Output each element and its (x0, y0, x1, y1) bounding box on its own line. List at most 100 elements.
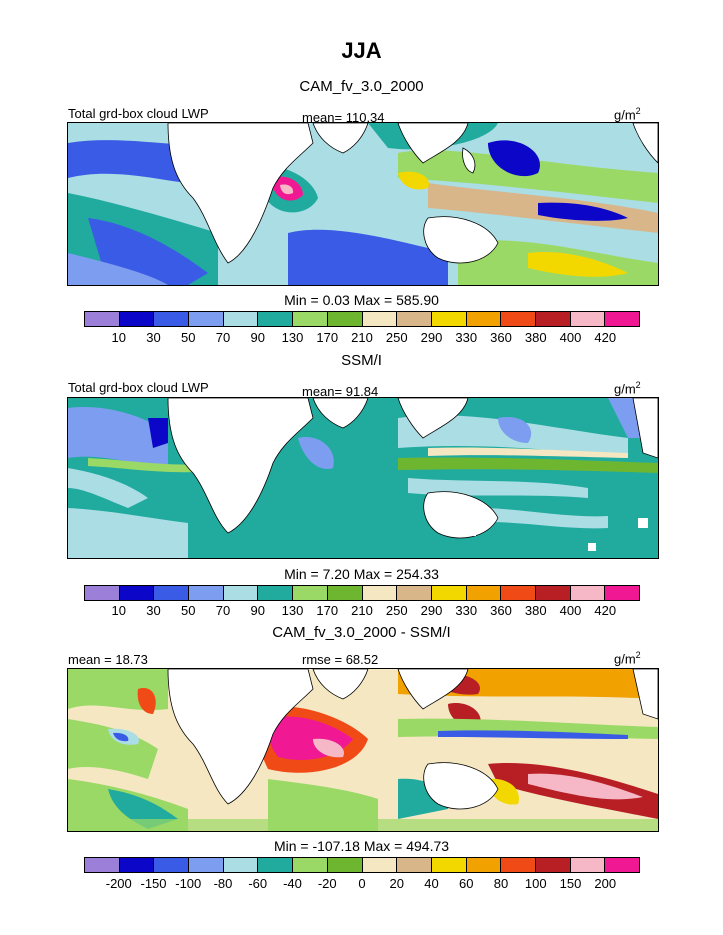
colorbar-tick: 150 (559, 876, 582, 891)
colorbar-swatch (501, 858, 536, 872)
colorbar-swatch (85, 858, 120, 872)
colorbar-swatch (466, 312, 502, 326)
colorbar-swatch (154, 858, 190, 872)
colorbar-swatch (258, 586, 294, 600)
colorbar-tick: 130 (281, 330, 304, 345)
colorbar-swatch (189, 586, 224, 600)
colorbar-swatch (362, 858, 398, 872)
colorbar-tick: 70 (215, 603, 231, 618)
panel-diff-unit: g/m2 (614, 650, 641, 667)
panel-cam-variable-label: Total grd-box cloud LWP (68, 106, 209, 121)
panel-ssmi-stats: Min = 7.20 Max = 254.33 (284, 566, 439, 582)
colorbar-swatch (535, 586, 571, 600)
panel-cam-mean-label: mean= 110.34 (302, 110, 385, 125)
colorbar-swatch (605, 858, 639, 872)
colorbar-tick: 170 (316, 603, 339, 618)
colorbar-tick: 130 (281, 603, 304, 618)
colorbar-swatch (154, 586, 190, 600)
colorbar-tick: -20 (317, 876, 337, 891)
colorbar-tick: 30 (146, 330, 161, 345)
colorbar-swatch (85, 312, 120, 326)
colorbar-swatch (258, 312, 294, 326)
colorbar-tick: 30 (146, 603, 161, 618)
colorbar-tick: 50 (181, 603, 196, 618)
colorbar-tick: 10 (111, 603, 126, 618)
colorbar-swatch (431, 586, 467, 600)
colorbar-swatch (85, 586, 120, 600)
colorbar-tick: -100 (175, 876, 202, 891)
colorbar-swatch (466, 858, 502, 872)
colorbar-swatch (431, 858, 467, 872)
colorbar-tick: -60 (248, 876, 268, 891)
colorbar-swatch (397, 586, 432, 600)
colorbar-tick: 210 (351, 603, 373, 618)
colorbar-tick: 170 (316, 330, 339, 345)
panel-cam-subtitle: CAM_fv_3.0_2000 (299, 78, 424, 95)
colorbar-tick: -40 (283, 876, 302, 891)
colorbar-swatch (327, 312, 363, 326)
colorbar-swatch (293, 586, 328, 600)
colorbar-swatch (535, 858, 571, 872)
colorbar-tick: 10 (111, 330, 126, 345)
panel-diff-stats: Min = -107.18 Max = 494.73 (273, 838, 450, 854)
colorbar-tick: 210 (351, 330, 373, 345)
colorbar-swatch (293, 858, 328, 872)
colorbar-tick: 330 (455, 603, 478, 618)
colorbar-tick: -200 (105, 876, 132, 891)
colorbar-tick: 290 (420, 330, 443, 345)
colorbar-swatch (327, 858, 363, 872)
colorbar-swatch (223, 858, 259, 872)
colorbar-tick: 290 (420, 603, 443, 618)
colorbar-swatch (501, 586, 536, 600)
colorbar-swatch (258, 858, 294, 872)
panel-diff-subtitle: CAM_fv_3.0_2000 - SSM/I (272, 624, 451, 641)
colorbar-tick: 250 (385, 330, 408, 345)
colorbar-swatch (570, 586, 606, 600)
colorbar-swatch (119, 312, 155, 326)
colorbar-tick: 0 (358, 876, 366, 891)
colorbar-tick: 40 (424, 876, 439, 891)
colorbar-tick: -150 (140, 876, 167, 891)
colorbar-tick: -80 (213, 876, 233, 891)
colorbar-swatch (397, 312, 432, 326)
colorbar-tick: 420 (594, 330, 617, 345)
panel-diff-mean-label: mean = 18.73 (68, 652, 148, 667)
colorbar-swatch (189, 312, 224, 326)
colorbar-swatch (431, 312, 467, 326)
panel-cam-unit: g/m2 (614, 106, 641, 123)
colorbar-tick: 200 (594, 876, 617, 891)
panel-ssmi-variable-label: Total grd-box cloud LWP (68, 380, 209, 395)
panel-ssmi-unit: g/m2 (614, 380, 641, 397)
colorbar-swatch (223, 312, 259, 326)
colorbar-tick: 50 (181, 330, 196, 345)
colorbar-tick: 360 (490, 603, 512, 618)
colorbar-tick: 80 (493, 876, 509, 891)
colorbar-tick: 400 (559, 330, 582, 345)
panel-diff-rmse-label: rmse = 68.52 (302, 652, 379, 667)
colorbar-tick: 20 (389, 876, 404, 891)
panel-ssmi-subtitle: SSM/I (341, 352, 382, 369)
colorbar-swatch (293, 312, 328, 326)
main-title: JJA (341, 38, 382, 63)
colorbar-swatch (362, 586, 398, 600)
colorbar-swatch (466, 586, 502, 600)
colorbar-tick: 90 (250, 330, 265, 345)
colorbar-swatch (605, 312, 639, 326)
panel-cam-colorbar (84, 311, 640, 327)
panel-diff-colorbar (84, 857, 640, 873)
colorbar-swatch (119, 586, 155, 600)
colorbar-swatch (605, 586, 639, 600)
colorbar-tick: 250 (385, 603, 408, 618)
colorbar-tick: 90 (250, 603, 265, 618)
colorbar-tick: 60 (459, 876, 474, 891)
colorbar-swatch (189, 858, 224, 872)
colorbar-tick: 330 (455, 330, 478, 345)
panel-cam-map (67, 122, 659, 286)
colorbar-swatch (362, 312, 398, 326)
colorbar-tick: 100 (524, 876, 547, 891)
colorbar-swatch (223, 586, 259, 600)
colorbar-tick: 380 (524, 330, 547, 345)
panel-ssmi-mean-label: mean= 91.84 (302, 384, 379, 399)
colorbar-swatch (154, 312, 190, 326)
panel-diff-map (67, 668, 659, 832)
